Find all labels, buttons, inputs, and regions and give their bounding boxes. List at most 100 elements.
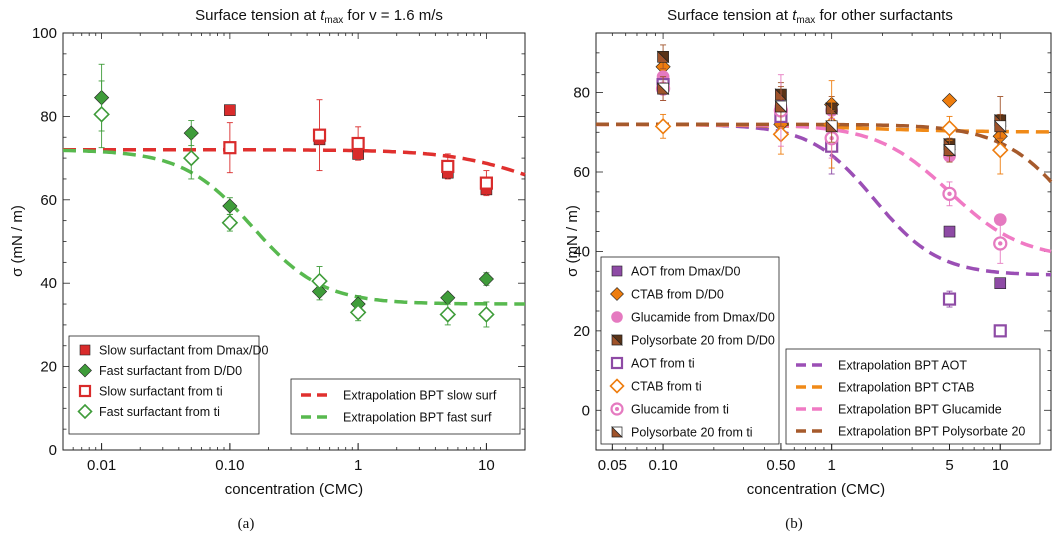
panel-b-legend-label: AOT from Dmax/D0 [631,265,741,279]
panel-b-fit-legend-label: Extrapolation BPT Glucamide [838,403,1002,417]
panel-b-legend-label: AOT from ti [631,357,695,371]
panel-b-fit-legend: Extrapolation BPT AOT Extrapolation BPT C… [785,348,1041,445]
panel-b-legend-marker [610,356,624,370]
panel-b-legend-label: CTAB from ti [631,380,702,394]
panel-a-data-point [478,306,495,323]
panel-b-legend-marker [611,311,623,323]
panel-b-chart: Surface tension at tmax for other surfac… [564,7,1053,532]
panel-a-marker-legend: Slow surfactant from Dmax/D0 Fast surfact… [68,335,269,435]
panel-b-y-tick-label: 20 [573,323,590,340]
panel-a-y-tick-label: 80 [40,108,57,125]
panel-a-fit-legend: Extrapolation BPT slow surf Extrapolation… [290,378,521,435]
panel-b-data-point [994,277,1007,290]
panel-b-data-point-triangle-half [656,50,669,64]
panel-a-data-point [441,159,455,174]
panel-a-fit-legend-label: Extrapolation BPT slow surf [343,389,497,403]
panel-a-data-point [221,214,239,232]
panel-a-y-tick-label: 40 [40,275,57,292]
panel-b-data-point [941,92,958,109]
panel-b-fit-extrapolation-bpt-aot [596,122,1052,277]
panel-b-data-point-center [998,241,1003,246]
panel-a-legend-label: Slow surfactant from ti [99,385,223,399]
panel-a-data-point [93,106,110,123]
panel-b-fit-curves [596,122,1053,277]
panel-b-data-point [654,118,672,135]
panel-a-title: Surface tension at tmax for v = 1.6 m/s [195,7,443,26]
panel-b-x-tick-label: 0.50 [766,457,795,474]
panel-b-legend-marker-center [615,407,619,411]
panel-a-x-tick-label: 1 [354,457,362,474]
panel-b-fit-legend-label: Extrapolation BPT AOT [838,359,967,373]
panel-a-data-point [351,136,365,151]
panel-b-y-tick-label: 80 [573,85,590,102]
panel-b-caption: (b) [785,516,803,532]
panel-a-series-fast-surfactant-from-ti [93,80,495,328]
panel-a-data-point [224,104,236,116]
panel-b-x-tick-label: 0.10 [648,457,677,474]
panel-a-data-point [222,198,238,214]
panel-b-legend-label: Polysorbate 20 from ti [631,426,753,440]
panel-a-caption: (a) [238,516,255,532]
panel-b-data-point [941,120,958,137]
panel-b-legend-marker [610,287,624,301]
panel-b-legend-marker-triangle-half [611,426,623,438]
panel-a-legend-marker [78,363,92,378]
panel-a-fit-extrapolation-bpt-fast-surf [62,148,525,306]
panel-a-series-slow-surfactant-from-ti [223,99,493,197]
panel-b-x-axis-label: concentration (CMC) [747,481,885,498]
panel-b-x-tick-label: 1 [827,457,835,474]
panel-a-x-tick-label: 0.10 [215,457,244,474]
panel-b-legend-marker-triangle-half [611,334,623,346]
panel-b-data-marks [654,44,1009,338]
panel-a-x-axis-label: concentration (CMC) [225,481,363,498]
panel-a-y-tick-label: 0 [49,442,57,459]
panel-b-fit-extrapolation-bpt-glucamide [596,122,1052,254]
panel-a-x-tick-label: 10 [478,457,495,474]
panel-a-y-tick-label: 100 [32,25,57,42]
panel-b-legend-label: Polysorbate 20 from D/D0 [631,334,775,348]
panel-b-ticks: 0.05 0.10 0.50 1 5 10 0 20 40 60 80 [573,32,1052,474]
panel-b-data-point [943,225,956,238]
panel-a-fit-curves [62,148,526,306]
panel-b-y-tick-label: 60 [573,164,590,181]
panel-b-data-point-center [947,191,952,197]
panel-a-data-point [182,149,200,167]
panel-b-legend-label: Glucamide from Dmax/D0 [631,311,775,325]
panel-b-x-tick-label: 5 [945,457,953,474]
panel-b-data-point-triangle-half [656,82,669,95]
panel-a-legend-marker [79,344,91,356]
panel-a-legend-label: Fast surfactant from ti [99,405,220,419]
panel-a-data-point [439,306,457,323]
panel-a-data-marks [93,63,495,328]
panel-b-legend-marker [611,265,623,277]
panel-b-data-point [991,141,1009,159]
panel-a-fit-legend-box [290,378,521,435]
panel-b-y-axis-label: σ (mN / m) [564,205,581,277]
panel-a-legend-box [68,335,260,435]
panel-a-x-tick-label: 0.01 [87,457,116,474]
panel-a-legend-label: Slow surfactant from Dmax/D0 [99,344,269,358]
panel-b-legend-label: Glucamide from ti [631,403,729,417]
panel-a-y-tick-label: 20 [40,359,57,376]
panel-a-data-point [223,141,237,155]
panel-b-legend-marker [609,378,625,394]
panel-a-fit-legend-label: Extrapolation BPT fast surf [343,411,492,425]
panel-b-series-polysorbate-20-from-ti [656,76,1007,163]
panel-b-title: Surface tension at tmax for other surfac… [667,7,953,26]
panel-b-x-tick-label: 10 [992,457,1009,474]
panel-b-data-point-triangle-half [825,120,838,133]
panel-a-y-axis-label: σ (mN / m) [9,205,26,277]
panel-a-legend-marker [77,403,93,420]
panel-b-fit-legend-box [785,348,1041,445]
panel-a-series-fast-surfactant-from-d-d0 [94,63,494,313]
panel-a-data-point [311,272,328,290]
panel-b-marker-legend: AOT from Dmax/D0 CTAB from D/D0 Glucamide … [600,256,780,445]
panel-a-y-tick-label: 60 [40,192,57,209]
panel-a-chart: Surface tension at tmax for v = 1.6 m/s … [9,7,526,532]
panel-a-legend-label: Fast surfactant from D/D0 [99,364,242,378]
panel-a-legend-marker [78,384,92,398]
panel-b-x-tick-label: 0.05 [598,457,627,474]
panel-b-data-point [993,324,1007,338]
panel-b-y-tick-label: 0 [582,402,590,419]
